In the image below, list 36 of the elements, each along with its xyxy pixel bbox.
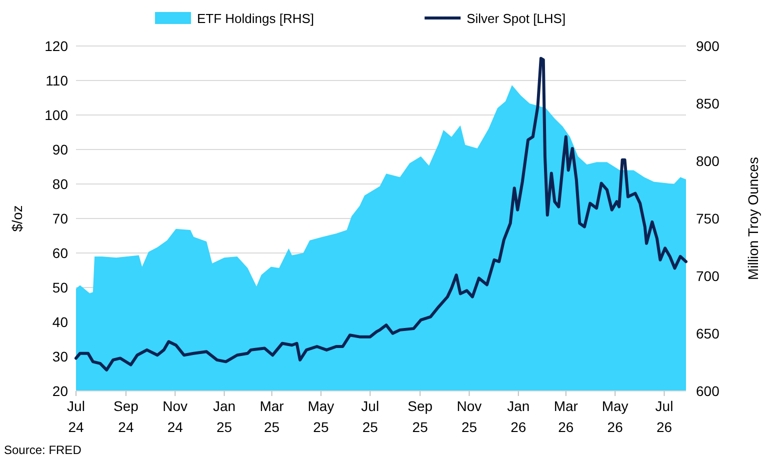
- source-note: Source: FRED: [4, 443, 82, 457]
- y-tick-label: 90: [52, 142, 68, 158]
- y-tick-label: 30: [52, 348, 68, 364]
- x-tick-label: Sep 25: [408, 398, 433, 435]
- y-tick-label: 70: [52, 210, 68, 226]
- y-tick-label: 120: [44, 38, 68, 54]
- x-tick-label: Jul 26: [655, 398, 674, 435]
- y2-tick-label: 900: [696, 38, 720, 54]
- x-tick-label: Jan 26: [507, 398, 530, 435]
- legend-label: ETF Holdings [RHS]: [197, 11, 314, 26]
- x-tick-label: May 26: [602, 398, 628, 435]
- y-tick-label: 110: [46, 72, 68, 88]
- y-axis-title: $/oz: [9, 205, 25, 232]
- y2-tick-label: 700: [696, 268, 720, 284]
- x-tick-label: Jan 25: [212, 398, 236, 435]
- x-tick-label: Nov 24: [162, 398, 188, 435]
- y-tick-label: 40: [52, 314, 68, 330]
- y2-axis-title: Million Troy Ounces: [745, 157, 761, 280]
- x-tick-label: Jul 24: [67, 398, 85, 435]
- legend-label: Silver Spot [LHS]: [466, 11, 566, 26]
- y2-tick-label: 800: [696, 153, 720, 169]
- x-tick-label: Sep 24: [114, 398, 139, 435]
- y2-tick-label: 850: [696, 96, 720, 112]
- x-tick-label: Jul 25: [361, 398, 380, 435]
- y2-tick-label: 750: [696, 210, 720, 226]
- y-tick-label: 60: [52, 245, 68, 261]
- y-tick-label: 20: [52, 383, 68, 399]
- y2-tick-label: 600: [696, 383, 720, 399]
- y-tick-label: 50: [52, 280, 68, 296]
- y-tick-label: 80: [52, 176, 68, 192]
- y-tick-label: 100: [44, 107, 68, 123]
- x-tick-label: Nov 25: [456, 398, 482, 435]
- y2-tick-label: 650: [696, 326, 720, 342]
- x-tick-label: Mar 26: [554, 398, 578, 435]
- x-tick-label: Mar 25: [260, 398, 284, 435]
- x-tick-label: May 25: [308, 398, 334, 435]
